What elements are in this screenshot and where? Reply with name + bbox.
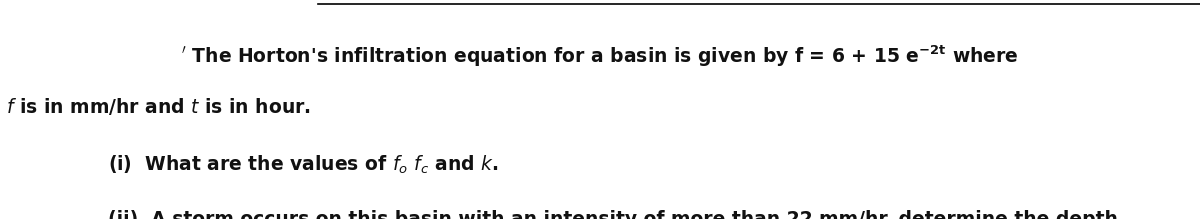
Text: (i)  What are the values of $f_o$ $f_c$ and $k$.: (i) What are the values of $f_o$ $f_c$ a… <box>108 153 499 176</box>
Text: $\mathit{f}$ is in mm/hr and $\mathit{t}$ is in hour.: $\mathit{f}$ is in mm/hr and $\mathit{t}… <box>6 96 311 117</box>
Text: (ii)  A storm occurs on this basin with an intensity of more than 22 mm/hr, dete: (ii) A storm occurs on this basin with a… <box>108 210 1118 219</box>
Text: $'$ The Horton's infiltration equation for a basin is given by $\mathbf{f}$ = 6 : $'$ The Horton's infiltration equation f… <box>181 44 1019 69</box>
